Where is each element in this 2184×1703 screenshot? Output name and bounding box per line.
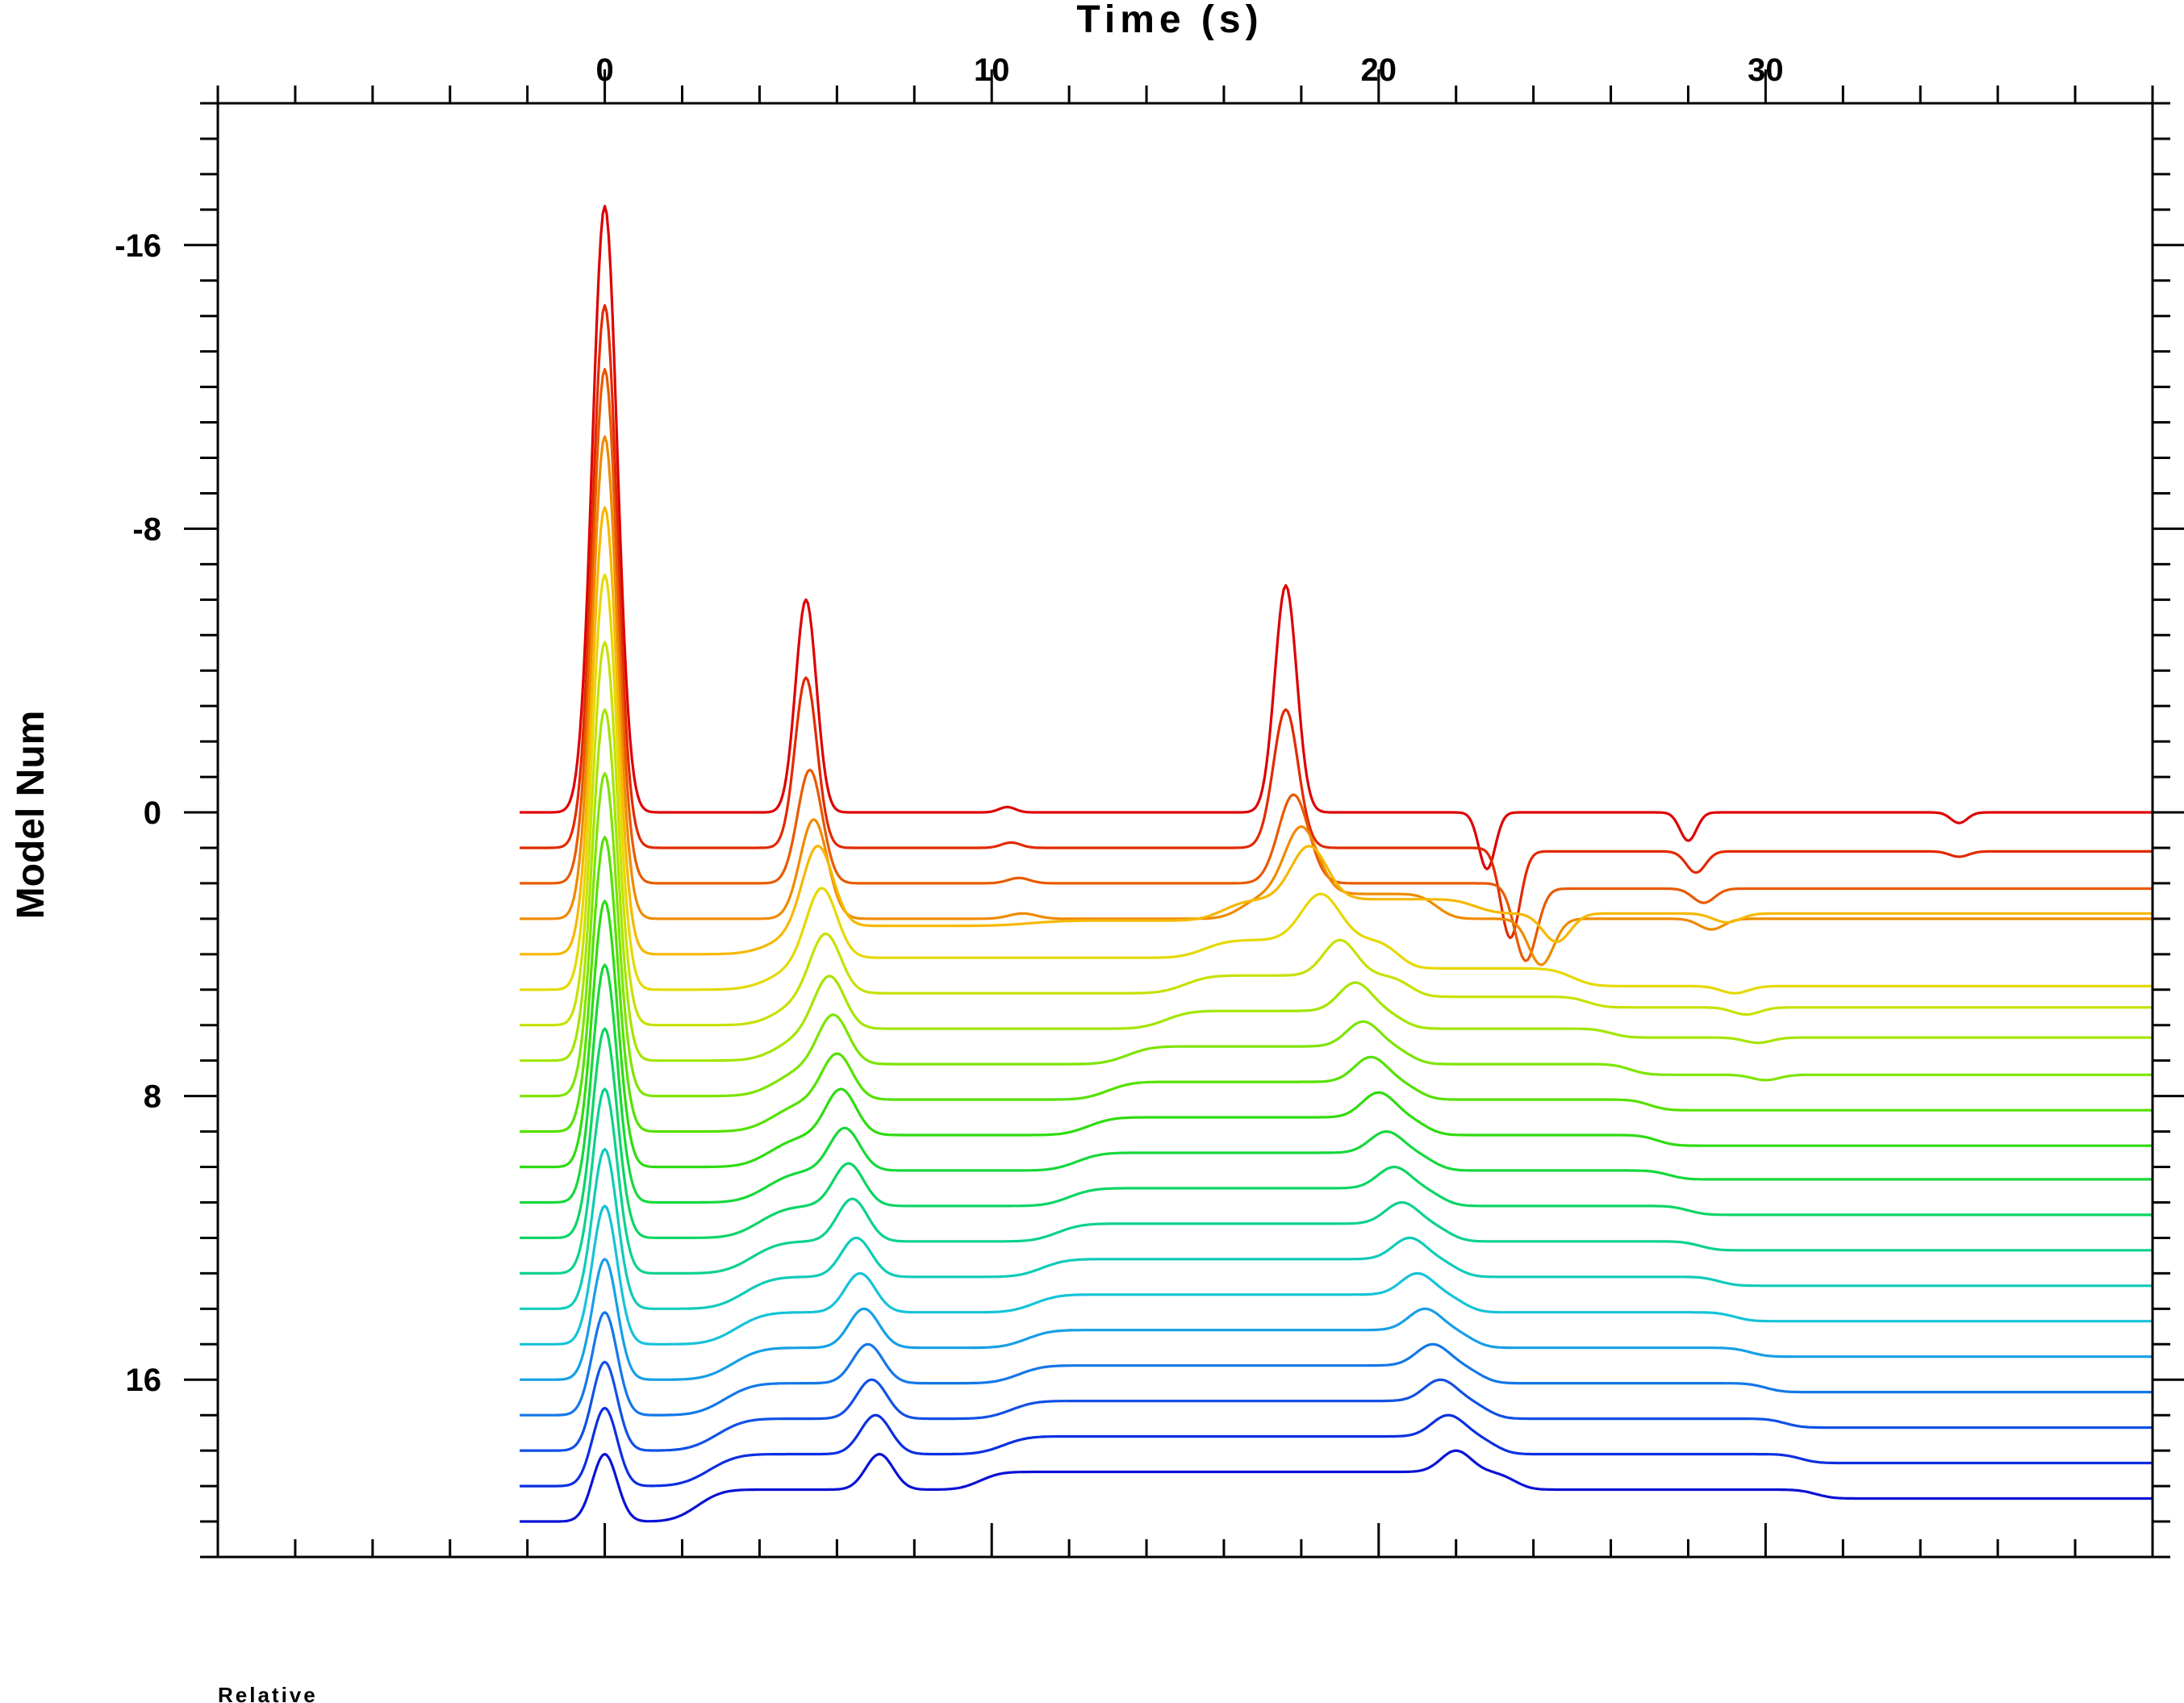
y-tick-label: 16 <box>126 1363 162 1398</box>
trace-line-14 <box>520 1147 2153 1310</box>
trace-line-13 <box>520 1087 2153 1275</box>
trace-line-10 <box>520 900 2153 1169</box>
trace-line-8 <box>520 772 2153 1098</box>
y-tick-label: -16 <box>115 228 161 264</box>
trace-line-19 <box>520 1406 2153 1488</box>
trace-line-5 <box>520 573 2153 995</box>
axis-ticks <box>184 69 2184 1559</box>
trace-line-1 <box>520 303 2153 940</box>
y-tick-label: 0 <box>144 795 161 831</box>
trace-line-7 <box>520 707 2153 1062</box>
trace-line-0 <box>520 204 2153 870</box>
trace-line-16 <box>520 1258 2153 1381</box>
plot-border <box>216 102 2154 1559</box>
trace-line-17 <box>520 1311 2153 1417</box>
y-axis-title: Model Num <box>10 711 52 920</box>
trace-line-9 <box>520 836 2153 1133</box>
relative-note: Relative <box>218 1683 318 1703</box>
trace-group <box>520 204 2153 1523</box>
trace-line-4 <box>520 506 2153 956</box>
trace-line-3 <box>520 435 2153 966</box>
x-tick-label: 0 <box>595 52 613 88</box>
y-tick-label: 8 <box>144 1079 161 1115</box>
x-tick-label: 20 <box>1361 52 1397 88</box>
y-tick-labels: -16 -8 0 8 16 <box>115 228 161 1398</box>
trace-line-20 <box>520 1449 2153 1523</box>
x-tick-label: 30 <box>1748 52 1784 88</box>
trace-line-18 <box>520 1360 2153 1452</box>
x-tick-labels: 0 10 20 30 <box>595 52 1783 88</box>
trace-line-6 <box>520 641 2153 1027</box>
y-tick-label: -8 <box>132 511 161 547</box>
trace-line-11 <box>520 963 2153 1204</box>
trace-line-2 <box>520 368 2153 962</box>
trace-line-12 <box>520 1027 2153 1240</box>
plot-frame <box>216 102 2154 1559</box>
trace-line-15 <box>520 1204 2153 1346</box>
x-tick-label: 10 <box>974 52 1010 88</box>
x-axis-title: Time (s) <box>1076 0 1263 41</box>
